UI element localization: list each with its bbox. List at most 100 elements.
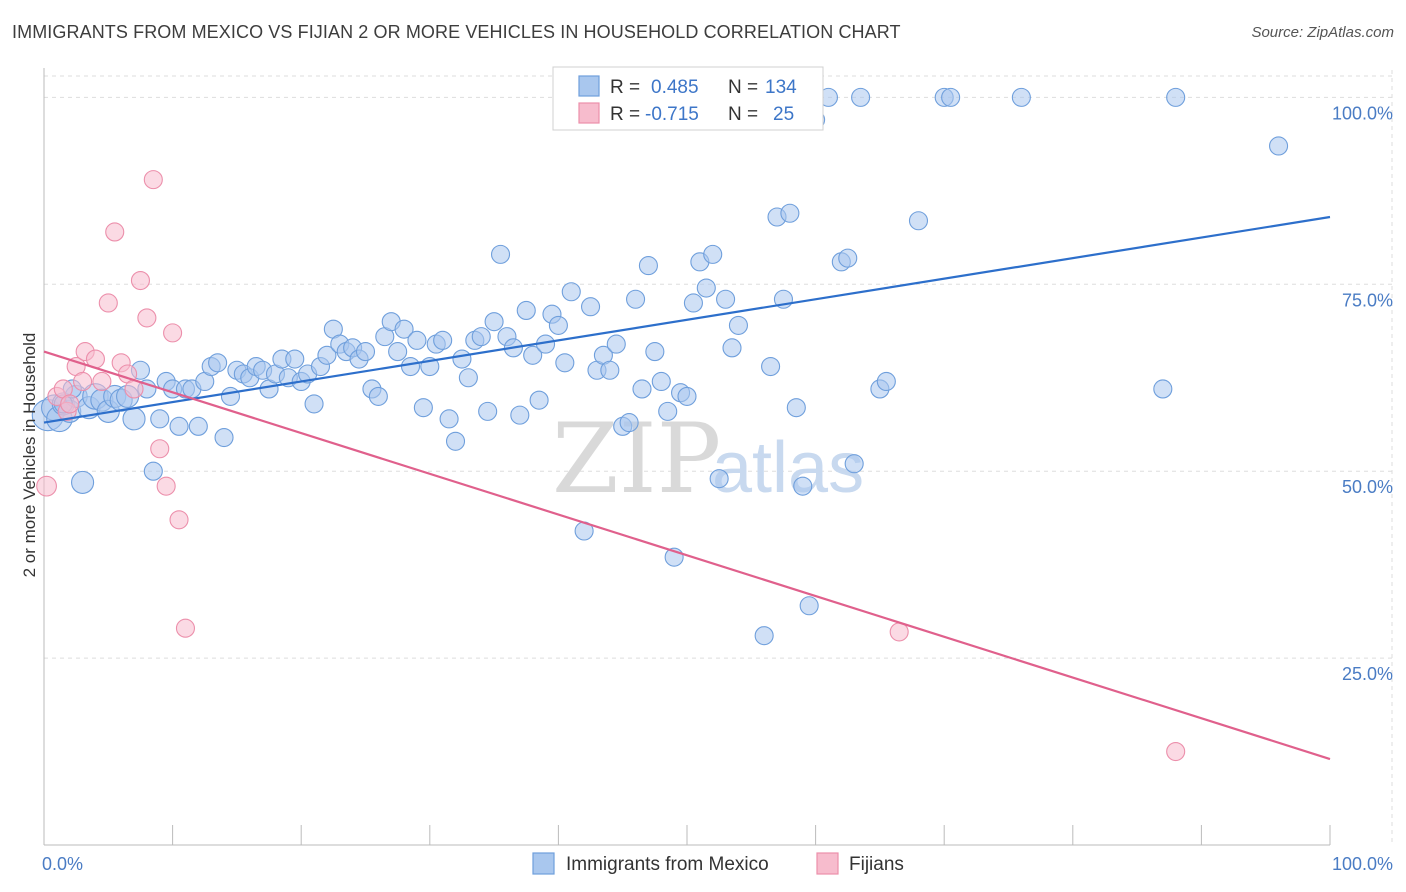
legend-bottom-swatch-fijians [816, 852, 839, 875]
point-mexico [645, 342, 665, 362]
point-mexico [716, 289, 736, 309]
point-mexico [793, 476, 813, 496]
point-mexico [1166, 87, 1186, 107]
point-fijians [1166, 741, 1186, 762]
legend-bottom-label-fijians: Fijians [849, 854, 904, 875]
point-mexico [394, 319, 414, 339]
point-mexico [580, 297, 601, 317]
point-mexico [799, 596, 819, 616]
point-fijians [156, 476, 176, 496]
point-mexico [304, 394, 324, 414]
point-mexico [658, 401, 678, 421]
chart-title: IMMIGRANTS FROM MEXICO VS FIJIAN 2 OR MO… [12, 22, 901, 42]
watermark: ZIP atlas [552, 403, 864, 515]
y-tick-label: 50.0% [1342, 477, 1393, 497]
series-mexico-points [31, 87, 1289, 646]
legend-r-value-pink: -0.715 [645, 104, 699, 125]
x-tick-label: 100.0% [1332, 854, 1393, 874]
point-mexico [908, 211, 929, 231]
point-mexico [1269, 136, 1289, 156]
point-mexico [600, 360, 620, 380]
point-fijians [73, 371, 93, 392]
point-fijians [92, 371, 112, 392]
grid-lines [44, 70, 1393, 845]
trendline-fijians [43, 350, 1331, 761]
point-fijians [105, 222, 125, 242]
legend-n-label-pink: N = [728, 104, 758, 125]
y-axis-label: 2 or more Vehicles in Household [20, 333, 39, 578]
point-mexico [150, 409, 170, 429]
legend-n-value-pink: 25 [773, 104, 794, 125]
x-tick-label: 0.0% [42, 854, 83, 874]
legend-swatch-blue [578, 75, 600, 97]
point-mexico [169, 416, 189, 436]
point-mexico [529, 390, 549, 410]
point-mexico [677, 386, 697, 406]
legend-r-label-blue: R = [610, 77, 640, 98]
legend-bottom: Immigrants from Mexico Fijians [532, 852, 904, 875]
point-mexico [490, 244, 511, 264]
point-mexico [71, 470, 95, 494]
point-fijians [60, 394, 80, 414]
point-mexico [728, 315, 748, 335]
trend-lines [43, 215, 1331, 761]
point-mexico [413, 398, 433, 418]
point-mexico [941, 87, 961, 107]
point-mexico [651, 371, 671, 392]
point-mexico [638, 256, 658, 276]
point-mexico [285, 349, 305, 369]
legend-bottom-label-mexico: Immigrants from Mexico [566, 854, 769, 875]
point-mexico [214, 427, 234, 448]
point-mexico [703, 244, 723, 264]
trendline-mexico [43, 215, 1331, 424]
legend-swatch-pink [578, 102, 600, 124]
point-mexico [632, 379, 652, 399]
point-mexico [876, 371, 896, 392]
legend-top: R = 0.485 N = 134 R = -0.715 N = 25 [552, 66, 824, 131]
point-mexico [754, 626, 774, 646]
watermark-atlas: atlas [712, 428, 864, 508]
legend-n-value-blue: 134 [765, 77, 797, 98]
point-mexico [548, 315, 568, 335]
point-mexico [439, 409, 459, 429]
point-mexico [478, 401, 498, 421]
point-mexico [786, 398, 806, 418]
point-fijians [137, 308, 157, 328]
point-mexico [838, 248, 858, 268]
point-mexico [626, 289, 646, 309]
point-fijians [36, 475, 57, 497]
point-fijians [175, 618, 196, 638]
point-mexico [555, 353, 575, 373]
point-mexico [1153, 379, 1173, 399]
point-fijians [130, 270, 150, 291]
y-tick-label: 75.0% [1342, 290, 1393, 310]
point-fijians [163, 323, 183, 343]
point-mexico [407, 330, 427, 350]
point-mexico [122, 407, 146, 431]
point-mexico [317, 345, 337, 365]
axes [43, 68, 1331, 846]
point-fijians [150, 439, 170, 459]
point-mexico [433, 330, 453, 350]
point-mexico [484, 312, 504, 332]
point-mexico [844, 454, 864, 474]
point-mexico [452, 349, 472, 369]
point-mexico [220, 386, 241, 406]
point-mexico [355, 342, 376, 362]
point-mexico [388, 342, 408, 362]
legend-r-label-pink: R = [610, 104, 640, 125]
point-fijians [169, 510, 189, 530]
y-tick-label: 100.0% [1332, 103, 1393, 123]
point-mexico [400, 356, 421, 377]
legend-n-label-blue: N = [728, 77, 758, 98]
point-mexico [780, 203, 800, 223]
legend-bottom-swatch-mexico [532, 852, 555, 875]
point-mexico [458, 368, 478, 388]
source-label: Source: ZipAtlas.com [1251, 24, 1394, 41]
point-mexico [445, 431, 466, 451]
point-mexico [696, 278, 716, 298]
point-mexico [516, 300, 536, 321]
point-mexico [510, 405, 530, 425]
point-fijians [143, 170, 163, 190]
tick-labels: 25.0% 50.0% 75.0% 100.0% 0.0% 100.0% [42, 103, 1393, 874]
